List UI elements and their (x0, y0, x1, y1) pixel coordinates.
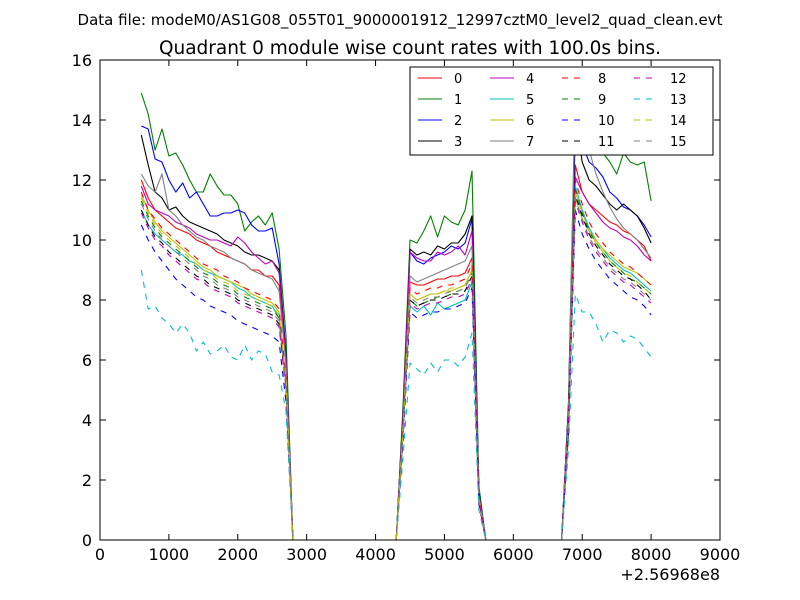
x-tick-label: 0 (95, 545, 105, 564)
legend-label-8: 8 (598, 72, 606, 87)
legend-label-10: 10 (598, 114, 615, 129)
x-tick-label: 9000 (700, 545, 741, 564)
y-tick-label: 4 (82, 411, 92, 430)
legend-label-13: 13 (670, 93, 687, 108)
series-line-12 (140, 200, 652, 541)
legend-label-5: 5 (526, 93, 534, 108)
legend-label-3: 3 (454, 135, 462, 150)
x-tick-label: 3000 (286, 545, 327, 564)
legend-label-9: 9 (598, 93, 606, 108)
legend-label-15: 15 (670, 135, 687, 150)
series-line-13 (140, 269, 652, 541)
y-tick-label: 12 (72, 171, 92, 190)
y-tick-label: 2 (82, 471, 92, 490)
legend-label-4: 4 (526, 72, 534, 87)
y-tick-label: 8 (82, 291, 92, 310)
legend-label-0: 0 (454, 72, 462, 87)
x-tick-label: 2000 (217, 545, 258, 564)
series-line-10 (140, 209, 652, 541)
data-file-suptitle: Data file: modeM0/AS1G08_055T01_90000019… (78, 11, 723, 30)
legend-label-12: 12 (670, 72, 687, 87)
y-tick-label: 6 (82, 351, 92, 370)
legend-label-1: 1 (454, 93, 462, 108)
x-tick-label: 8000 (631, 545, 672, 564)
chart-title: Quadrant 0 module wise count rates with … (159, 38, 661, 59)
legend-label-6: 6 (526, 114, 534, 129)
legend-label-14: 14 (670, 114, 687, 129)
x-axis: 0 1000 2000 3000 4000 5000 6000 7000 8000 9000 (95, 60, 740, 564)
x-tick-label: 1000 (149, 545, 190, 564)
x-tick-label: 7000 (562, 545, 603, 564)
x-tick-label: 6000 (493, 545, 534, 564)
x-tick-label: 4000 (355, 545, 396, 564)
y-tick-label: 10 (72, 231, 92, 250)
y-tick-label: 16 (72, 51, 92, 70)
y-tick-label: 14 (72, 111, 92, 130)
x-tick-label: 5000 (424, 545, 465, 564)
legend-label-2: 2 (454, 114, 462, 129)
x-offset-label: +2.56968e8 (620, 565, 720, 584)
legend-label-11: 11 (598, 135, 615, 150)
legend-label-7: 7 (526, 135, 534, 150)
y-tick-label: 0 (82, 531, 92, 550)
legend-box (409, 66, 714, 156)
